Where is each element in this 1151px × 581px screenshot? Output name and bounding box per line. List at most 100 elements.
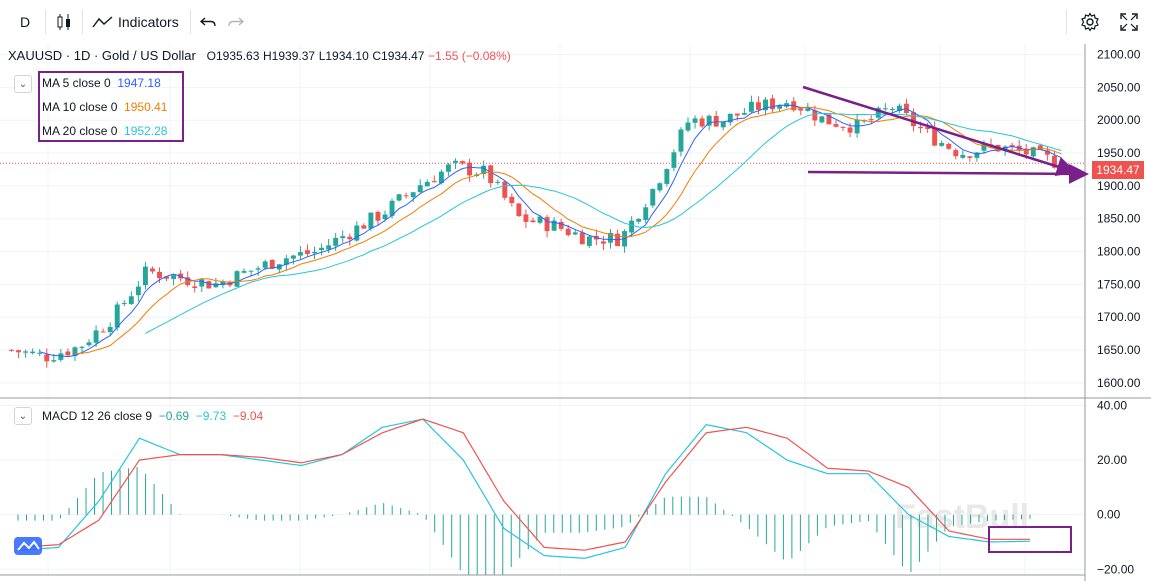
ohlc-high: H1939.37: [263, 49, 316, 63]
candle-body: [185, 277, 191, 286]
candle-body: [918, 126, 924, 129]
candle-body: [403, 195, 409, 197]
candle-body: [692, 118, 698, 123]
candle-body: [424, 181, 430, 187]
candle-body: [502, 181, 508, 198]
candle-body: [283, 258, 289, 265]
macd-highlight-box: [988, 526, 1072, 553]
undo-icon[interactable]: [200, 10, 216, 34]
candle-body: [1030, 147, 1036, 157]
candle-body: [819, 116, 825, 123]
candle-body: [720, 121, 726, 128]
candle-body: [981, 143, 987, 151]
candle-body: [671, 152, 677, 168]
candle-body: [467, 162, 473, 176]
macd-axis-label: 20.00: [1097, 453, 1127, 467]
candle-body: [354, 225, 360, 241]
candle-body: [410, 192, 416, 198]
ohlc-change: −1.55 (−0.08%): [428, 49, 511, 63]
candle-body: [37, 352, 43, 354]
price-axis-label: 1900.00: [1097, 179, 1141, 193]
price-axis-label: 2000.00: [1097, 113, 1141, 127]
candle-body: [44, 354, 50, 362]
chart-background: [0, 44, 1151, 581]
candle-body: [974, 152, 980, 158]
candle-body: [241, 271, 247, 273]
candle-body: [544, 217, 550, 232]
candle-body: [452, 160, 458, 163]
candle-body: [157, 271, 162, 279]
price-axis-label: 1650.00: [1097, 343, 1141, 357]
candle-body: [128, 296, 134, 305]
indicators-label: Indicators: [118, 14, 179, 30]
candle-body: [882, 108, 888, 110]
fullscreen-icon[interactable]: [1120, 10, 1138, 34]
candle-body: [763, 99, 768, 111]
collapse-macd-button[interactable]: ⌄: [14, 407, 32, 425]
candle-body: [657, 183, 663, 191]
ma-20-legend: MA 20 close 0 1952.28: [42, 124, 168, 138]
candle-body: [967, 156, 973, 158]
toolbar-divider: [45, 10, 46, 34]
indicators-icon: [92, 16, 113, 28]
toolbar-divider: [1066, 10, 1067, 34]
candle-body: [142, 266, 148, 286]
price-axis-label: 2100.00: [1097, 48, 1141, 62]
candle-body: [269, 259, 275, 269]
ma-highlight-box: [38, 71, 184, 142]
candle-body: [741, 112, 747, 115]
candle-body: [262, 261, 268, 268]
candle-body: [925, 127, 931, 130]
candle-body: [798, 108, 804, 111]
candle-body: [1044, 150, 1050, 155]
grid: [0, 44, 1151, 581]
candle-body: [1023, 148, 1029, 155]
candle-body: [636, 218, 642, 222]
candle-body: [727, 113, 733, 123]
collapse-legend-button[interactable]: ⌄: [14, 75, 32, 93]
candle-body: [107, 326, 113, 333]
candle-body: [326, 245, 332, 250]
interval-button[interactable]: D: [19, 14, 31, 30]
candle-body: [629, 220, 635, 233]
candle-body: [650, 188, 656, 206]
candle-body: [509, 196, 515, 204]
last-price-tag: 1934.47: [1092, 161, 1144, 179]
candle-body: [586, 236, 592, 246]
candle-body: [438, 171, 444, 184]
candle-body: [445, 164, 451, 172]
candle-body: [495, 181, 501, 183]
candle-body: [192, 286, 198, 288]
candle-body: [297, 252, 303, 256]
support-line-arrow: [807, 163, 1089, 184]
candle-body: [481, 165, 487, 175]
candle-body: [805, 108, 811, 111]
candle-body: [748, 101, 754, 112]
candle-body: [812, 110, 818, 121]
indicators-button[interactable]: Indicators: [92, 10, 179, 34]
candle-body: [685, 122, 691, 131]
candle-body: [840, 126, 846, 128]
symbol-title: XAUUSD · 1D · Gold / US Dollar: [8, 48, 196, 63]
candle-style-icon[interactable]: [56, 10, 74, 34]
price-axis: 2100.00 2050.00 2000.00 1950.00 1900.00 1850.…: [1097, 48, 1141, 577]
candle-body: [643, 207, 649, 220]
candle-body: [734, 113, 740, 116]
gear-icon[interactable]: [1080, 10, 1100, 34]
candle-body: [114, 304, 120, 328]
redo-icon[interactable]: [228, 10, 244, 34]
price-axis-label: 1950.00: [1097, 146, 1141, 160]
price-axis-label: 2050.00: [1097, 80, 1141, 94]
candle-body: [312, 251, 317, 254]
candle-body: [220, 281, 226, 286]
candle-body: [86, 342, 92, 346]
ma-10-legend: MA 10 close 0 1950.41: [42, 100, 168, 114]
candle-body: [319, 247, 325, 251]
candle-body: [72, 347, 78, 356]
candle-body: [16, 350, 22, 353]
candle-body: [121, 303, 127, 305]
candle-body: [100, 331, 106, 333]
candle-body: [1037, 145, 1043, 150]
candle-body: [375, 211, 381, 221]
